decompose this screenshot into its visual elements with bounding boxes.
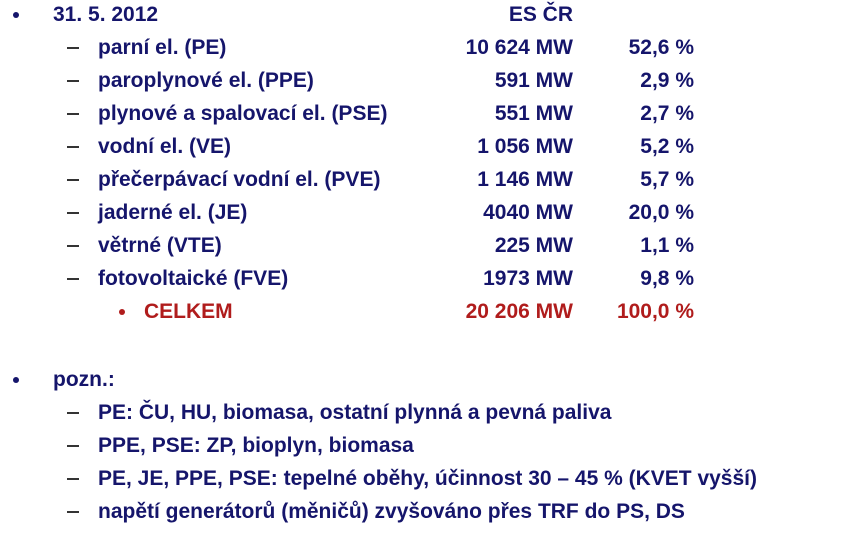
row-label: fotovoltaické (FVE) bbox=[98, 267, 289, 290]
row-share: 5,7 % bbox=[640, 168, 694, 191]
row-power: 1 146 MW bbox=[477, 168, 573, 191]
row-power: 1973 MW bbox=[483, 267, 573, 290]
row-label: paroplynové el. (PPE) bbox=[98, 69, 314, 92]
note: PPE, PSE: ZP, bioplyn, biomasa bbox=[98, 434, 414, 457]
row-share: 52,6 % bbox=[628, 36, 694, 59]
row-power: 4040 MW bbox=[483, 201, 573, 224]
notes-title: pozn.: bbox=[53, 368, 115, 391]
row-power: 591 MW bbox=[494, 69, 573, 92]
row-share: 9,8 % bbox=[640, 267, 694, 290]
total-label: CELKEM bbox=[144, 300, 233, 323]
note: PE: ČU, HU, biomasa, ostatní plynná a pe… bbox=[98, 401, 612, 424]
bullet bbox=[13, 377, 19, 383]
column-header: ES ČR bbox=[508, 3, 573, 26]
row-share: 5,2 % bbox=[640, 135, 694, 158]
row-share: 1,1 % bbox=[640, 234, 694, 257]
row-power: 1 056 MW bbox=[477, 135, 573, 158]
row-power: 225 MW bbox=[494, 234, 573, 257]
row-label: parní el. (PE) bbox=[98, 36, 227, 59]
total-share: 100,0 % bbox=[616, 300, 694, 323]
note: PE, JE, PPE, PSE: tepelné oběhy, účinnos… bbox=[98, 467, 757, 490]
row-power: 10 624 MW bbox=[465, 36, 573, 59]
total-power: 20 206 MW bbox=[465, 300, 573, 323]
row-share: 2,7 % bbox=[640, 102, 694, 125]
row-label: přečerpávací vodní el. (PVE) bbox=[98, 168, 381, 191]
bullet bbox=[13, 12, 19, 18]
note: napětí generátorů (měničů) zvyšováno pře… bbox=[98, 500, 685, 523]
row-label: plynové a spalovací el. (PSE) bbox=[98, 102, 388, 125]
row-label: jaderné el. (JE) bbox=[98, 201, 248, 224]
row-power: 551 MW bbox=[494, 102, 573, 125]
row-label: vodní el. (VE) bbox=[98, 135, 232, 158]
date: 31. 5. 2012 bbox=[53, 3, 159, 26]
bullet bbox=[119, 309, 125, 315]
row-share: 20,0 % bbox=[628, 201, 694, 224]
row-share: 2,9 % bbox=[640, 69, 694, 92]
row-label: větrné (VTE) bbox=[98, 234, 222, 257]
